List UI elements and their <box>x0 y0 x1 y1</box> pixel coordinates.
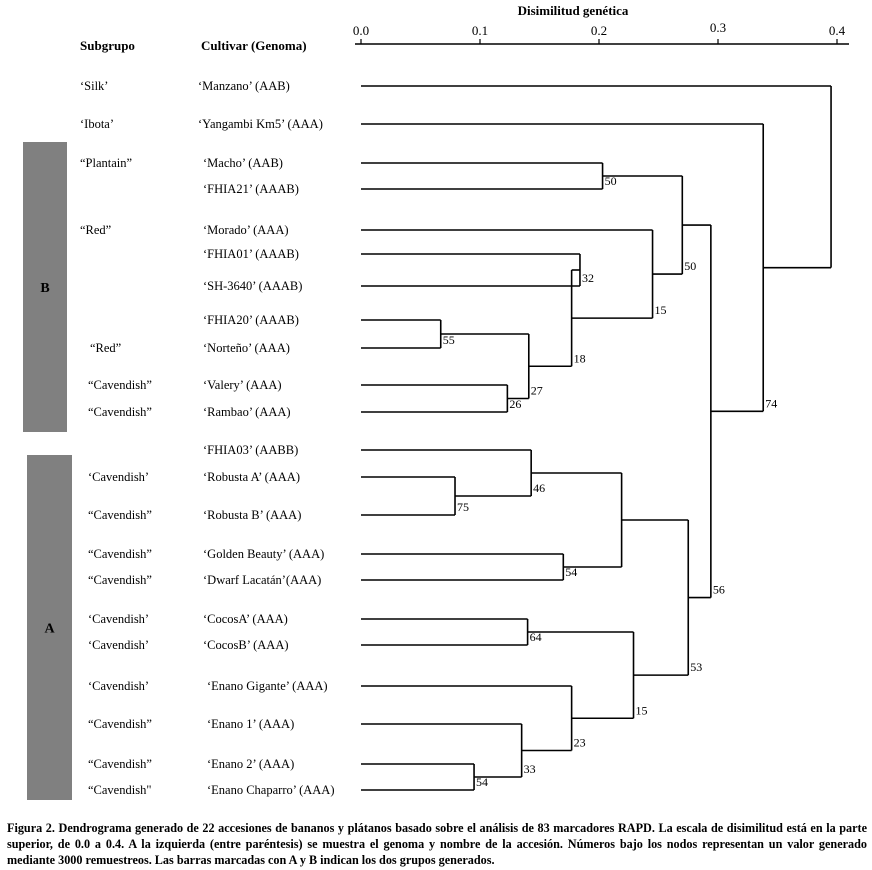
cultivar-label: ‘CocosB’ (AAA) <box>203 638 289 652</box>
cultivar-label: ‘SH-3640’ (AAAB) <box>203 279 302 293</box>
axis-tick-label: 0.4 <box>829 23 846 38</box>
cultivar-label: ‘Robusta A’ (AAA) <box>203 470 300 484</box>
bootstrap-label: 54 <box>565 565 577 579</box>
dendrogram-figure: BA Disimilitud genética 0.0 0.1 0.2 0.3 0.4 … <box>23 3 849 800</box>
cultivar-label: ‘Enano 1’ (AAA) <box>207 717 294 731</box>
subgroup-label: “Cavendish” <box>88 547 152 561</box>
subgroup-label: “Red” <box>90 341 121 355</box>
subgroup-label: ‘Ibota’ <box>80 117 114 131</box>
bootstrap-label: 18 <box>574 351 586 365</box>
axis-tick-label: 0.1 <box>472 23 488 38</box>
cultivar-label: ‘Enano 2’ (AAA) <box>207 757 294 771</box>
bootstrap-label: 46 <box>533 481 545 495</box>
cultivar-label: ‘Enano Gigante’ (AAA) <box>207 679 328 693</box>
bootstrap-label: 32 <box>582 271 594 285</box>
subgroup-label: “Plantain” <box>80 156 132 170</box>
bootstrap-label: 27 <box>531 384 543 398</box>
cultivar-label: ‘Valery’ (AAA) <box>203 378 282 392</box>
axis-title: Disimilitud genética <box>518 3 629 18</box>
cultivar-label: ‘FHIA01’ (AAAB) <box>203 247 299 261</box>
cultivar-label: ‘Dwarf Lacatán’(AAA) <box>203 573 321 587</box>
subgroup-label: “Cavendish” <box>88 405 152 419</box>
bootstrap-label: 50 <box>605 174 617 188</box>
cultivar-label: ‘Morado’ (AAA) <box>203 223 289 237</box>
cultivar-label: ‘CocosA’ (AAA) <box>203 612 288 626</box>
subgroup-label: ‘Cavendish’ <box>88 612 149 626</box>
leaf-labels: ‘Silk’ ‘Manzano’ (AAB) ‘Ibota’ ‘Yangambi Km… <box>80 79 335 797</box>
bootstrap-label: 23 <box>574 736 586 750</box>
cultivar-label: ‘Rambao’ (AAA) <box>203 405 291 419</box>
header-cultivar: Cultivar (Genoma) <box>201 38 307 53</box>
bootstrap-label: 74 <box>765 396 777 410</box>
subgroup-label: ‘Silk’ <box>80 79 108 93</box>
cultivar-label: ‘Norteño’ (AAA) <box>203 341 290 355</box>
caption-text: Dendrograma generado de 22 accesiones de… <box>7 821 867 867</box>
subgroup-label: “Red” <box>80 223 111 237</box>
cultivar-label: ‘FHIA21’ (AAAB) <box>203 182 299 196</box>
dissimilarity-axis: 0.0 0.1 0.2 0.3 0.4 <box>353 20 849 45</box>
bootstrap-label: 50 <box>684 259 696 273</box>
bootstrap-label: 55 <box>443 333 455 347</box>
subgroup-label: “Cavendish” <box>88 573 152 587</box>
cultivar-label: ‘FHIA20’ (AAAB) <box>203 313 299 327</box>
group-bar-b <box>23 142 67 432</box>
group-bars: BA <box>23 142 72 800</box>
group-label-a: A <box>44 622 55 637</box>
subgroup-label: “Cavendish” <box>88 378 152 392</box>
bootstrap-label: 54 <box>476 775 488 789</box>
bootstrap-label: 26 <box>509 397 521 411</box>
caption-label: Figura 2. <box>7 821 55 835</box>
bootstrap-label: 64 <box>530 630 542 644</box>
cultivar-label: ‘Manzano’ (AAB) <box>198 79 290 93</box>
figure-caption: Figura 2. Dendrograma generado de 22 acc… <box>7 820 867 868</box>
dendrogram-tree: 50 32 55 26 27 18 15 50 75 46 54 64 54 33 23 15 53 56 74 <box>361 85 832 791</box>
bootstrap-label: 75 <box>457 500 469 514</box>
subgroup-label: ‘Cavendish’ <box>88 470 149 484</box>
cultivar-label: ‘Macho’ (AAB) <box>203 156 283 170</box>
bootstrap-label: 56 <box>713 583 725 597</box>
cultivar-label: ‘Golden Beauty’ (AAA) <box>203 547 324 561</box>
header-subgroup: Subgrupo <box>80 38 135 53</box>
subgroup-label: “Cavendish" <box>88 783 151 797</box>
group-bar-a <box>27 455 72 800</box>
cultivar-label: ‘FHIA03’ (AABB) <box>203 443 298 457</box>
cultivar-label: ‘Robusta B’ (AAA) <box>203 508 301 522</box>
subgroup-label: “Cavendish” <box>88 508 152 522</box>
axis-tick-label: 0.3 <box>710 20 726 35</box>
subgroup-label: “Cavendish” <box>88 717 152 731</box>
subgroup-label: “Cavendish” <box>88 757 152 771</box>
bootstrap-label: 15 <box>636 703 648 717</box>
subgroup-label: ‘Cavendish’ <box>88 638 149 652</box>
bootstrap-label: 15 <box>655 303 667 317</box>
axis-tick-label: 0.2 <box>591 23 607 38</box>
cultivar-label: ‘Yangambi Km5’ (AAA) <box>198 117 323 131</box>
bootstrap-label: 53 <box>690 660 702 674</box>
group-label-b: B <box>40 281 49 296</box>
bootstrap-label: 33 <box>524 762 536 776</box>
subgroup-label: ‘Cavendish’ <box>88 679 149 693</box>
cultivar-label: ‘Enano Chaparro’ (AAA) <box>207 783 335 797</box>
axis-tick-label: 0.0 <box>353 23 369 38</box>
